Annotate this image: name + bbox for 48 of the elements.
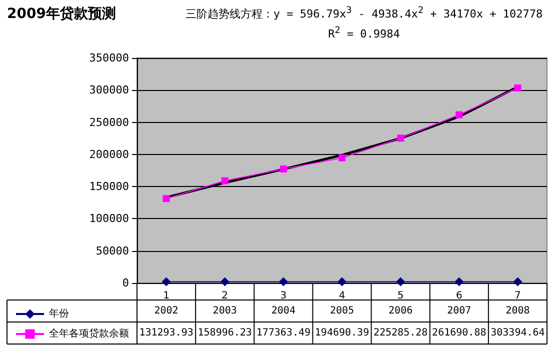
point bbox=[454, 277, 464, 286]
x-tick-label: 7 bbox=[514, 290, 521, 302]
data-label: 194690.39 bbox=[314, 328, 370, 338]
point bbox=[397, 134, 404, 142]
data-label: 158996.23 bbox=[198, 328, 252, 338]
legend-label: 全年各项贷款余额 bbox=[49, 328, 129, 340]
point bbox=[338, 277, 346, 286]
y-tick-label: 350000 bbox=[89, 52, 129, 64]
y-tick-label: 300000 bbox=[89, 84, 129, 97]
point bbox=[514, 84, 522, 92]
data-label: 2003 bbox=[212, 306, 237, 316]
point bbox=[162, 277, 171, 286]
x-tick-label: 5 bbox=[397, 290, 404, 302]
point bbox=[513, 277, 522, 286]
x-tick-label: 4 bbox=[338, 290, 346, 302]
data-label: 303394.64 bbox=[490, 328, 545, 338]
point bbox=[338, 154, 346, 162]
point bbox=[280, 165, 287, 172]
x-tick-label: 2 bbox=[222, 290, 228, 302]
point bbox=[221, 177, 228, 184]
data-label: 177363.49 bbox=[256, 328, 311, 338]
y-tick-label: 250000 bbox=[89, 116, 129, 129]
text: 三阶趋势线方程：y = 596.79x$^{3}$ - 4938.4x$^{2}$ + 34170x + 102778 bbox=[184, 4, 544, 23]
y-tick-label: 50000 bbox=[96, 244, 129, 258]
point bbox=[396, 277, 406, 286]
x-tick-label: 6 bbox=[456, 290, 462, 302]
legend-label: 年份 bbox=[49, 308, 69, 320]
point bbox=[456, 111, 463, 118]
x-tick-label: 1 bbox=[163, 290, 170, 302]
y-tick-label: 200000 bbox=[89, 148, 129, 161]
data-label: 2006 bbox=[388, 306, 413, 316]
point bbox=[162, 195, 170, 202]
y-tick-label: 150000 bbox=[89, 180, 129, 194]
x-tick-label: 3 bbox=[280, 290, 287, 302]
data-label: 2005 bbox=[330, 306, 354, 316]
data-label: 261690.88 bbox=[432, 328, 486, 338]
point bbox=[220, 277, 230, 286]
chart-title: 2009年贷款预测 bbox=[7, 5, 116, 22]
data-label: 131293.93 bbox=[139, 328, 194, 338]
data-label: 2002 bbox=[154, 306, 178, 316]
data-label: 2004 bbox=[271, 306, 296, 316]
y-tick-label: 100000 bbox=[89, 212, 129, 226]
data-label: 225285.28 bbox=[373, 328, 428, 338]
data-label: 2007 bbox=[447, 306, 472, 316]
data-label: 2008 bbox=[506, 306, 530, 316]
point bbox=[278, 277, 288, 286]
text: R$^{2}$ = 0.9984 bbox=[327, 24, 401, 42]
y-tick-label: 0 bbox=[122, 276, 129, 290]
